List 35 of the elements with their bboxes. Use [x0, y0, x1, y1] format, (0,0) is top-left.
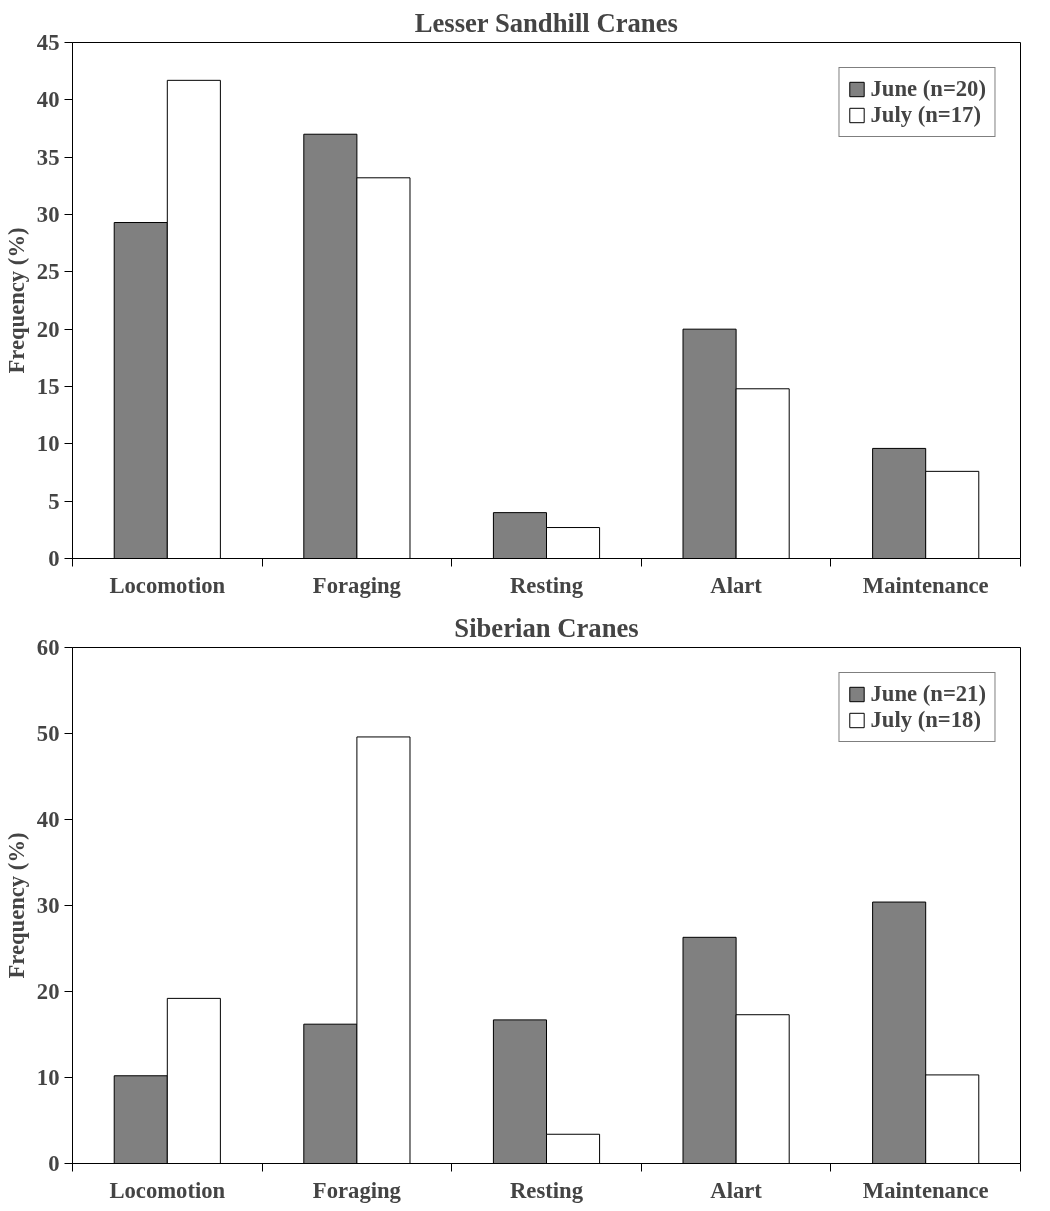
x-tick-label: Locomotion	[109, 572, 226, 598]
legend-label: June (n=21)	[870, 681, 986, 707]
x-tick-label: Alart	[710, 572, 763, 598]
y-tick-label: 40	[36, 807, 60, 832]
chart-title: Siberian Cranes	[454, 612, 639, 643]
y-tick-label: 20	[36, 316, 60, 342]
legend-label: July (n=18)	[870, 707, 981, 733]
y-tick-label: 15	[36, 374, 60, 399]
x-tick-label: Locomotion	[109, 1177, 226, 1203]
y-tick-label: 25	[36, 259, 60, 285]
x-tick-label: Resting	[510, 572, 584, 598]
x-tick-label: Foraging	[312, 1177, 402, 1203]
y-axis-title: Frequency (%)	[3, 227, 29, 374]
y-tick-label: 20	[36, 979, 60, 1004]
y-tick-label: 0	[48, 546, 60, 571]
y-tick-label: 30	[36, 202, 60, 227]
legend-label: July (n=17)	[870, 102, 981, 128]
y-axis-title: Frequency (%)	[3, 832, 29, 979]
x-tick-label: Foraging	[312, 572, 402, 598]
y-tick-label: 5	[48, 488, 60, 514]
x-tick-label: Maintenance	[862, 1177, 989, 1203]
legend-label: June (n=20)	[870, 76, 986, 102]
y-tick-label: 40	[36, 87, 60, 113]
y-tick-label: 50	[36, 721, 60, 746]
y-tick-label: 45	[36, 30, 60, 55]
y-tick-label: 0	[48, 1151, 60, 1176]
x-tick-label: Maintenance	[862, 572, 989, 598]
x-tick-label: Resting	[510, 1177, 584, 1203]
y-tick-label: 60	[36, 635, 60, 660]
y-tick-label: 30	[36, 893, 60, 918]
y-tick-label: 10	[36, 431, 60, 457]
y-tick-label: 10	[36, 1065, 60, 1090]
chart-title: Lesser Sandhill Cranes	[414, 7, 678, 38]
x-tick-label: Alart	[710, 1177, 763, 1203]
y-tick-label: 35	[36, 144, 60, 170]
